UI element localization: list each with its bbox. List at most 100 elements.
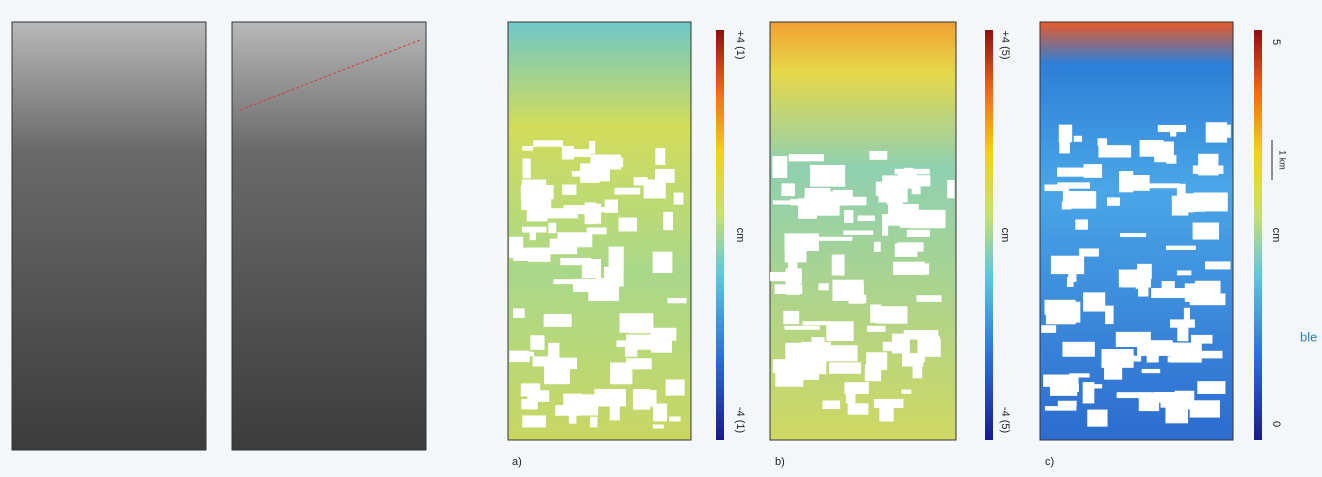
no-data-patch — [1121, 271, 1151, 288]
no-data-patch — [818, 283, 829, 291]
no-data-patch — [1075, 219, 1089, 230]
no-data-patch — [879, 400, 894, 422]
no-data-patch — [533, 140, 563, 147]
no-data-patch — [650, 340, 672, 353]
panel-label: c) — [1045, 456, 1054, 468]
no-data-patch — [521, 399, 538, 410]
unit-label: cm — [1270, 228, 1282, 243]
no-data-patch — [1189, 293, 1226, 306]
no-data-patch — [652, 424, 664, 429]
no-data-patch — [1192, 165, 1224, 174]
no-data-patch — [882, 214, 889, 236]
no-data-patch — [864, 364, 882, 382]
no-data-patch — [643, 179, 666, 199]
no-data-patch — [1041, 325, 1057, 333]
no-data-patch — [901, 389, 912, 394]
no-data-patch — [1139, 139, 1164, 157]
no-data-patch — [1217, 124, 1231, 138]
no-data-patch — [912, 359, 923, 379]
no-data-patch — [887, 203, 919, 226]
no-data-patch — [843, 230, 874, 235]
no-data-patch — [530, 335, 545, 350]
no-data-patch — [1151, 288, 1186, 298]
no-data-patch — [802, 321, 829, 326]
no-data-patch — [513, 308, 525, 318]
no-data-patch — [781, 183, 795, 197]
no-data-patch — [1097, 138, 1108, 146]
fault-line — [239, 39, 421, 111]
no-data-patch — [1176, 270, 1192, 276]
no-data-patch — [632, 389, 651, 410]
no-data-patch — [586, 165, 610, 182]
no-data-patch — [1058, 124, 1073, 143]
no-data-patch — [1176, 183, 1186, 202]
no-data-patch — [532, 356, 556, 367]
no-data-patch — [910, 209, 946, 229]
no-data-patch — [603, 266, 624, 287]
no-data-patch — [1120, 355, 1142, 362]
image-panel — [11, 21, 207, 451]
no-data-patch — [1194, 280, 1221, 296]
image-panel — [231, 21, 427, 451]
no-data-patch — [521, 179, 547, 191]
no-data-patch — [876, 306, 908, 324]
max-label: 5 — [1270, 39, 1282, 45]
no-data-patch — [509, 350, 530, 363]
no-data-patch — [844, 382, 869, 394]
no-data-patch — [775, 365, 804, 387]
no-data-patch — [616, 157, 624, 168]
no-data-patch — [521, 226, 547, 233]
no-data-patch — [619, 313, 654, 333]
no-data-patch — [518, 351, 535, 357]
no-data-patch — [1147, 183, 1180, 189]
no-data-patch — [527, 390, 550, 402]
no-data-patch — [568, 413, 577, 424]
no-data-patch — [663, 211, 674, 231]
no-data-patch — [916, 295, 942, 302]
no-data-patch — [844, 210, 854, 223]
no-data-patch — [947, 180, 955, 199]
no-data-patch — [894, 168, 930, 175]
scale-label: 1 km — [1278, 150, 1288, 170]
no-data-patch — [555, 405, 581, 416]
no-data-patch — [1157, 124, 1187, 133]
no-data-patch — [1057, 182, 1090, 189]
unit-label: cm — [999, 228, 1011, 243]
no-data-patch — [1166, 245, 1196, 250]
no-data-patch — [589, 141, 596, 154]
no-data-patch — [589, 416, 598, 428]
min-label: -4 (1) — [734, 407, 746, 433]
no-data-patch — [548, 222, 557, 234]
no-data-patch — [1106, 197, 1120, 206]
no-data-patch — [866, 325, 886, 332]
no-data-patch — [1120, 233, 1147, 238]
no-data-patch — [873, 241, 881, 252]
no-data-patch — [1137, 340, 1173, 356]
no-data-patch — [1045, 307, 1076, 325]
no-data-patch — [1105, 305, 1114, 325]
panel-label: b) — [775, 456, 785, 468]
no-data-patch — [633, 177, 648, 186]
no-data-patch — [655, 147, 666, 166]
no-data-patch — [788, 261, 798, 272]
no-data-patch — [1184, 193, 1215, 208]
no-data-patch — [604, 199, 618, 213]
no-data-patch — [652, 403, 668, 422]
no-data-patch — [1141, 368, 1161, 374]
no-data-patch — [1138, 282, 1149, 297]
no-data-patch — [1190, 204, 1206, 212]
no-data-patch — [870, 304, 882, 323]
no-data-patch — [1177, 323, 1189, 342]
unit-label: cm — [734, 228, 746, 243]
no-data-patch — [857, 215, 876, 222]
no-data-patch — [1050, 255, 1085, 275]
no-data-patch — [772, 156, 788, 178]
no-data-patch — [1104, 365, 1123, 380]
no-data-patch — [902, 355, 924, 367]
no-data-patch — [616, 340, 641, 348]
no-data-patch — [1079, 248, 1099, 257]
no-data-patch — [1044, 406, 1077, 411]
no-data-patch — [891, 333, 910, 354]
no-data-patch — [586, 227, 607, 235]
no-data-patch — [1165, 402, 1189, 424]
